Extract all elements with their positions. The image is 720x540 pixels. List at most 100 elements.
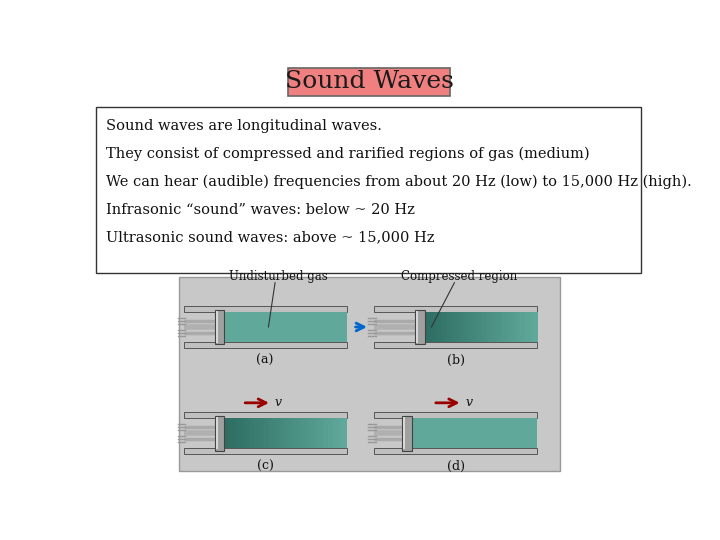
Bar bbox=[319, 418, 323, 448]
Bar bbox=[343, 418, 347, 448]
Bar bbox=[528, 312, 532, 342]
Bar bbox=[475, 312, 479, 342]
Bar bbox=[444, 312, 448, 342]
Text: Undisturbed gas: Undisturbed gas bbox=[229, 269, 328, 283]
Bar bbox=[331, 418, 335, 448]
Bar bbox=[341, 418, 344, 448]
Bar bbox=[304, 418, 307, 448]
Bar bbox=[289, 418, 292, 448]
Bar bbox=[374, 342, 537, 348]
Bar bbox=[224, 312, 346, 342]
Bar bbox=[518, 312, 521, 342]
Text: Sound Waves: Sound Waves bbox=[284, 70, 454, 93]
Bar bbox=[282, 418, 286, 448]
Bar bbox=[462, 312, 465, 342]
Bar bbox=[484, 312, 487, 342]
Text: v: v bbox=[466, 396, 473, 409]
Text: Ultrasonic sound waves: above ~ 15,000 Hz: Ultrasonic sound waves: above ~ 15,000 H… bbox=[106, 230, 434, 244]
Bar bbox=[490, 312, 493, 342]
Bar bbox=[255, 418, 258, 448]
Bar bbox=[515, 312, 518, 342]
Bar bbox=[416, 311, 418, 343]
Text: Infrasonic “sound” waves: below ~ 20 Hz: Infrasonic “sound” waves: below ~ 20 Hz bbox=[106, 202, 415, 217]
Bar bbox=[279, 418, 283, 448]
Bar bbox=[307, 418, 310, 448]
FancyBboxPatch shape bbox=[96, 107, 641, 273]
Bar bbox=[276, 418, 280, 448]
Bar bbox=[481, 312, 485, 342]
Bar bbox=[316, 418, 320, 448]
Text: v: v bbox=[275, 396, 282, 409]
Bar bbox=[415, 309, 425, 345]
Bar bbox=[252, 418, 256, 448]
Text: (b): (b) bbox=[447, 354, 465, 367]
Bar bbox=[498, 312, 501, 342]
Bar bbox=[492, 312, 496, 342]
Bar bbox=[179, 278, 560, 471]
Bar bbox=[301, 418, 305, 448]
Bar bbox=[216, 311, 218, 343]
Bar bbox=[450, 312, 454, 342]
Bar bbox=[273, 418, 277, 448]
Bar bbox=[531, 312, 535, 342]
Bar bbox=[478, 312, 482, 342]
Bar bbox=[270, 418, 274, 448]
Bar bbox=[467, 312, 470, 342]
Bar bbox=[264, 418, 268, 448]
Bar bbox=[534, 312, 538, 342]
Bar bbox=[243, 418, 246, 448]
Bar bbox=[292, 418, 295, 448]
Bar bbox=[230, 418, 234, 448]
Bar bbox=[428, 312, 431, 342]
Bar bbox=[184, 342, 346, 348]
Bar bbox=[374, 448, 537, 455]
Bar bbox=[328, 418, 332, 448]
Bar bbox=[431, 312, 434, 342]
Bar bbox=[334, 418, 338, 448]
Bar bbox=[500, 312, 504, 342]
Bar bbox=[456, 312, 459, 342]
Bar bbox=[294, 418, 298, 448]
Bar bbox=[215, 416, 224, 450]
Bar bbox=[523, 312, 527, 342]
Bar bbox=[403, 417, 405, 449]
Bar bbox=[246, 418, 249, 448]
Text: We can hear (audible) frequencies from about 20 Hz (low) to 15,000 Hz (high).: We can hear (audible) frequencies from a… bbox=[106, 174, 691, 189]
Bar bbox=[325, 418, 329, 448]
Bar bbox=[503, 312, 507, 342]
Bar bbox=[509, 312, 513, 342]
Bar bbox=[469, 312, 473, 342]
Bar bbox=[233, 418, 237, 448]
Bar bbox=[459, 312, 462, 342]
Bar bbox=[495, 312, 498, 342]
Bar bbox=[464, 312, 467, 342]
Bar bbox=[433, 312, 436, 342]
Bar bbox=[313, 418, 317, 448]
Bar bbox=[224, 418, 228, 448]
Bar bbox=[228, 418, 231, 448]
Bar bbox=[447, 312, 451, 342]
Bar bbox=[402, 416, 412, 450]
Bar bbox=[506, 312, 510, 342]
Bar bbox=[512, 312, 516, 342]
Text: (c): (c) bbox=[257, 460, 274, 473]
Bar bbox=[441, 312, 445, 342]
Bar bbox=[184, 412, 346, 418]
Bar bbox=[267, 418, 271, 448]
Bar bbox=[374, 412, 537, 418]
Bar bbox=[297, 418, 302, 448]
Bar bbox=[453, 312, 456, 342]
Bar bbox=[215, 309, 224, 345]
Text: Compressed region: Compressed region bbox=[401, 269, 517, 283]
Bar bbox=[425, 312, 428, 342]
Text: Sound waves are longitudinal waves.: Sound waves are longitudinal waves. bbox=[106, 119, 382, 133]
Text: (d): (d) bbox=[447, 460, 465, 473]
Bar bbox=[487, 312, 490, 342]
Bar bbox=[184, 306, 346, 312]
Bar bbox=[338, 418, 341, 448]
Bar bbox=[374, 306, 537, 312]
Bar bbox=[526, 312, 529, 342]
Bar bbox=[240, 418, 243, 448]
Bar bbox=[216, 417, 218, 449]
Bar bbox=[285, 418, 289, 448]
